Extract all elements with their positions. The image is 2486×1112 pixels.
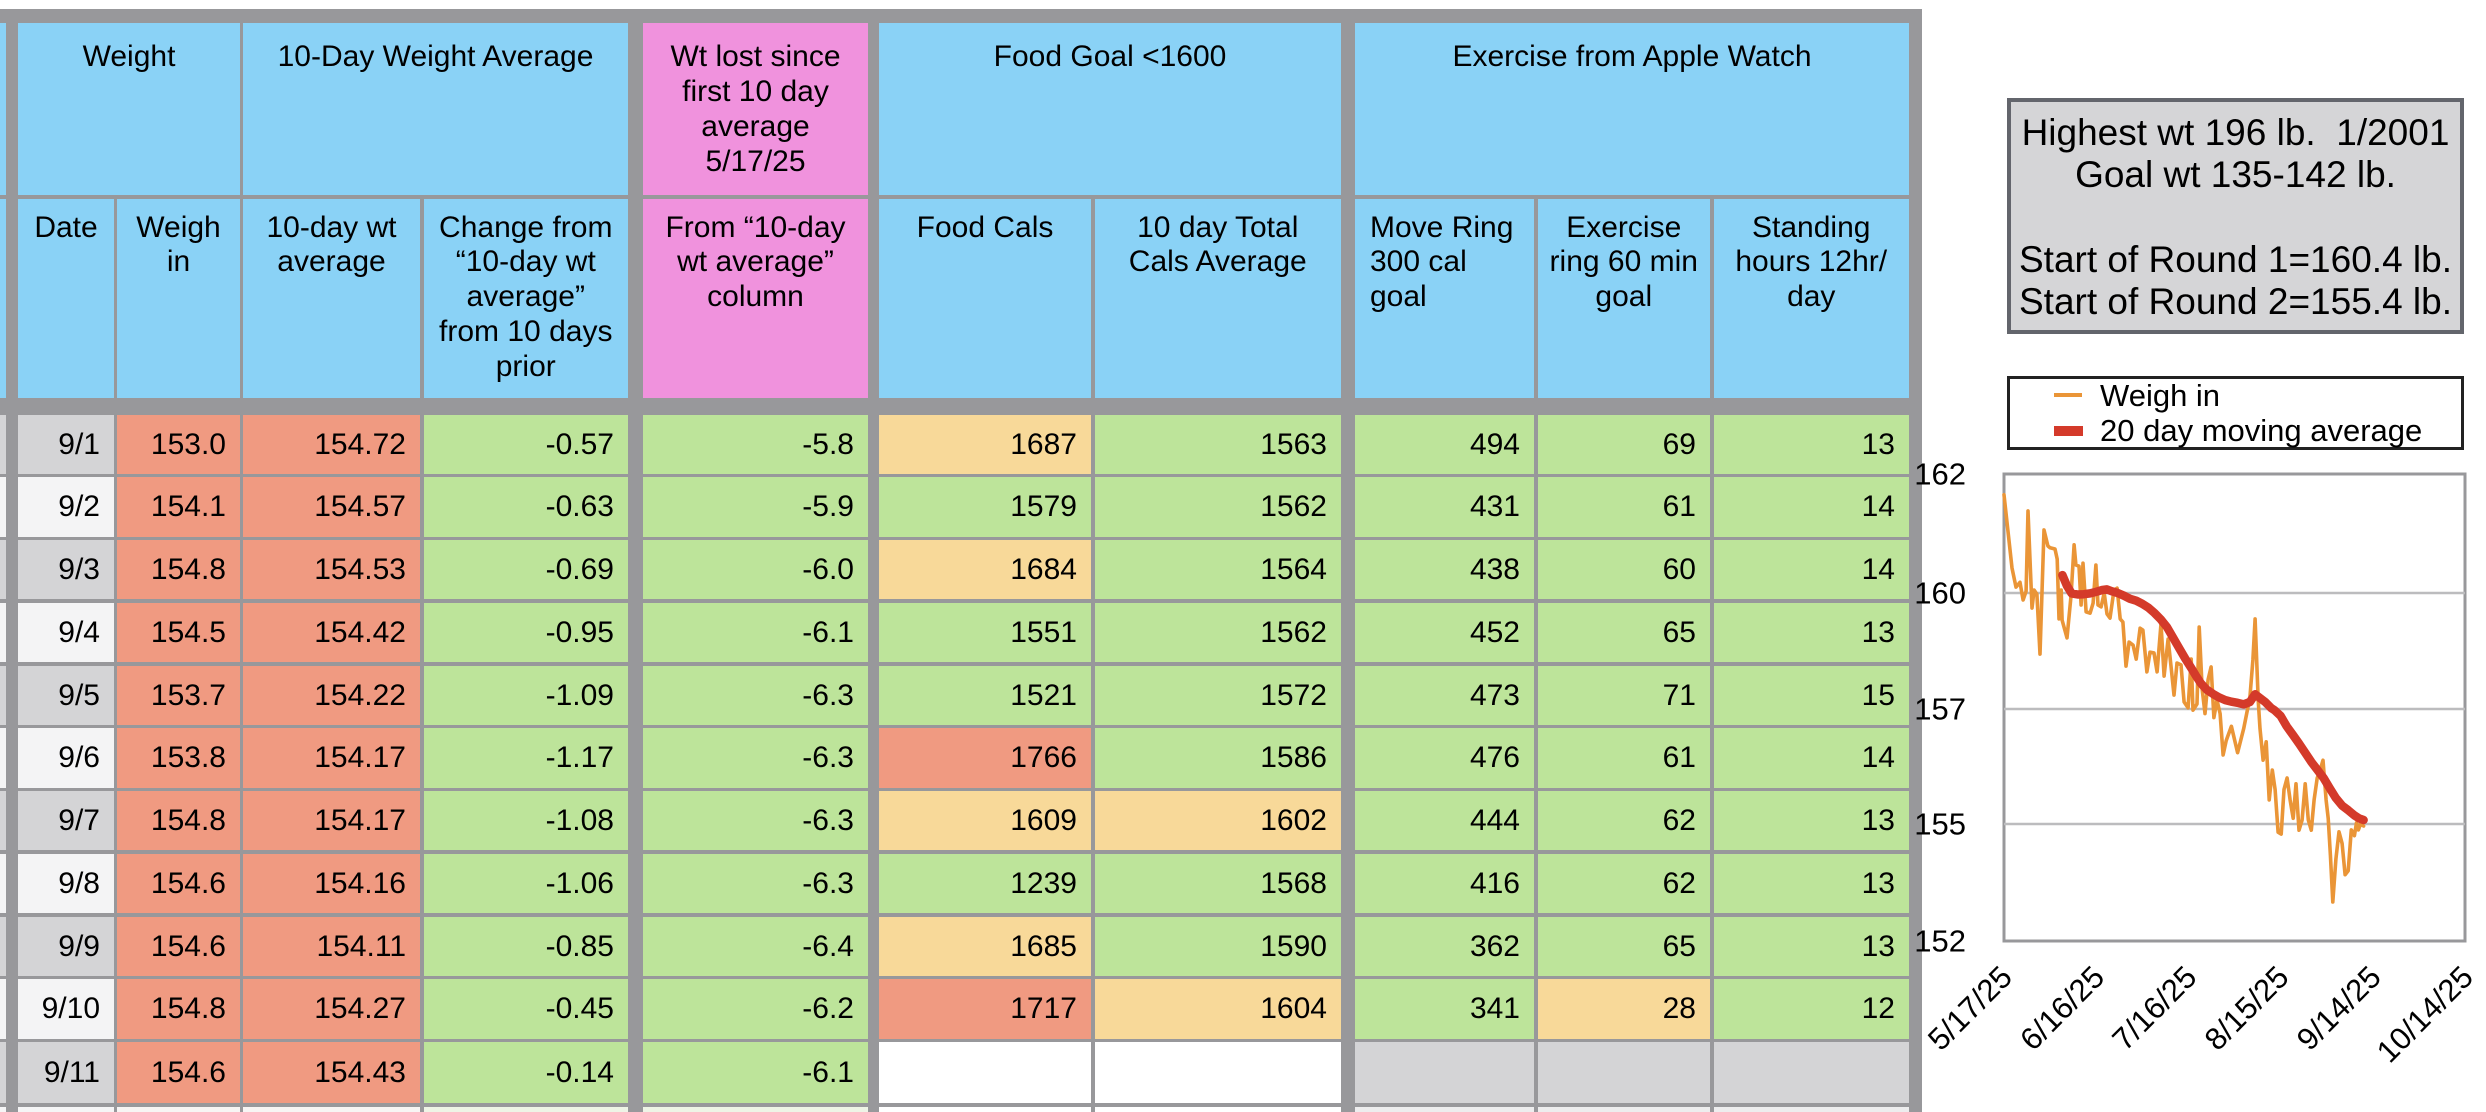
svg-text:152: 152 [1914,924,1966,959]
svg-text:157: 157 [1914,692,1966,727]
svg-text:7/16/25: 7/16/25 [2105,959,2203,1057]
svg-text:5/17/25: 5/17/25 [1921,959,2019,1057]
svg-text:160: 160 [1914,576,1966,611]
svg-text:155: 155 [1914,807,1966,842]
svg-text:10/14/25: 10/14/25 [2370,959,2480,1069]
svg-text:6/16/25: 6/16/25 [2013,959,2111,1057]
svg-text:8/15/25: 8/15/25 [2198,959,2296,1057]
svg-text:162: 162 [1914,457,1966,492]
